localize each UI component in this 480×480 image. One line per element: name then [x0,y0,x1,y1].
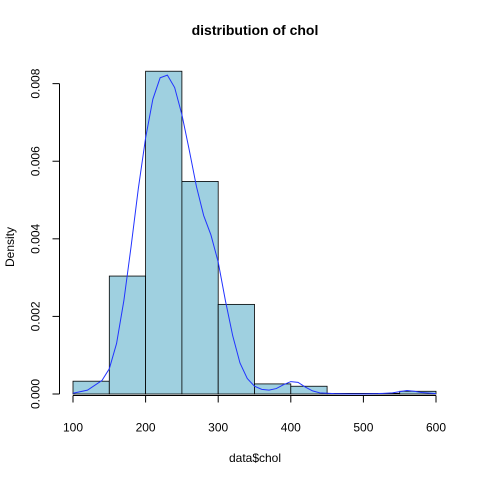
y-tick-label-0.008: 0.008 [29,68,43,98]
histogram-bar-3 [181,181,219,395]
histogram-bar-2 [145,70,183,395]
x-tick-label-400: 400 [281,421,301,435]
density-curve-group [72,74,437,395]
density-curve [72,74,437,395]
x-axis-label: data$chol [229,451,281,465]
x-tick-label-300: 300 [208,421,228,435]
x-tick-label-600: 600 [426,421,446,435]
x-tick-label-100: 100 [63,421,83,435]
x-axis: 100 200 300 400 500 600 [63,395,446,435]
x-tick-label-500: 500 [353,421,373,435]
y-tick-label-0.006: 0.006 [29,146,43,176]
histogram-bar-6 [290,385,328,395]
histogram-bar-9 [399,390,437,395]
histogram-bar-1 [108,275,147,395]
x-tick-label-200: 200 [136,421,156,435]
y-tick-label-0.002: 0.002 [29,301,43,331]
y-axis-label: Density [3,227,17,267]
y-tick-label-0.000: 0.000 [29,379,43,409]
y-axis: 0.000 0.002 0.004 0.006 0.008 [29,68,60,409]
chart-title: distribution of chol [192,22,319,38]
bars-group [72,70,437,395]
y-tick-label-0.004: 0.004 [29,223,43,253]
